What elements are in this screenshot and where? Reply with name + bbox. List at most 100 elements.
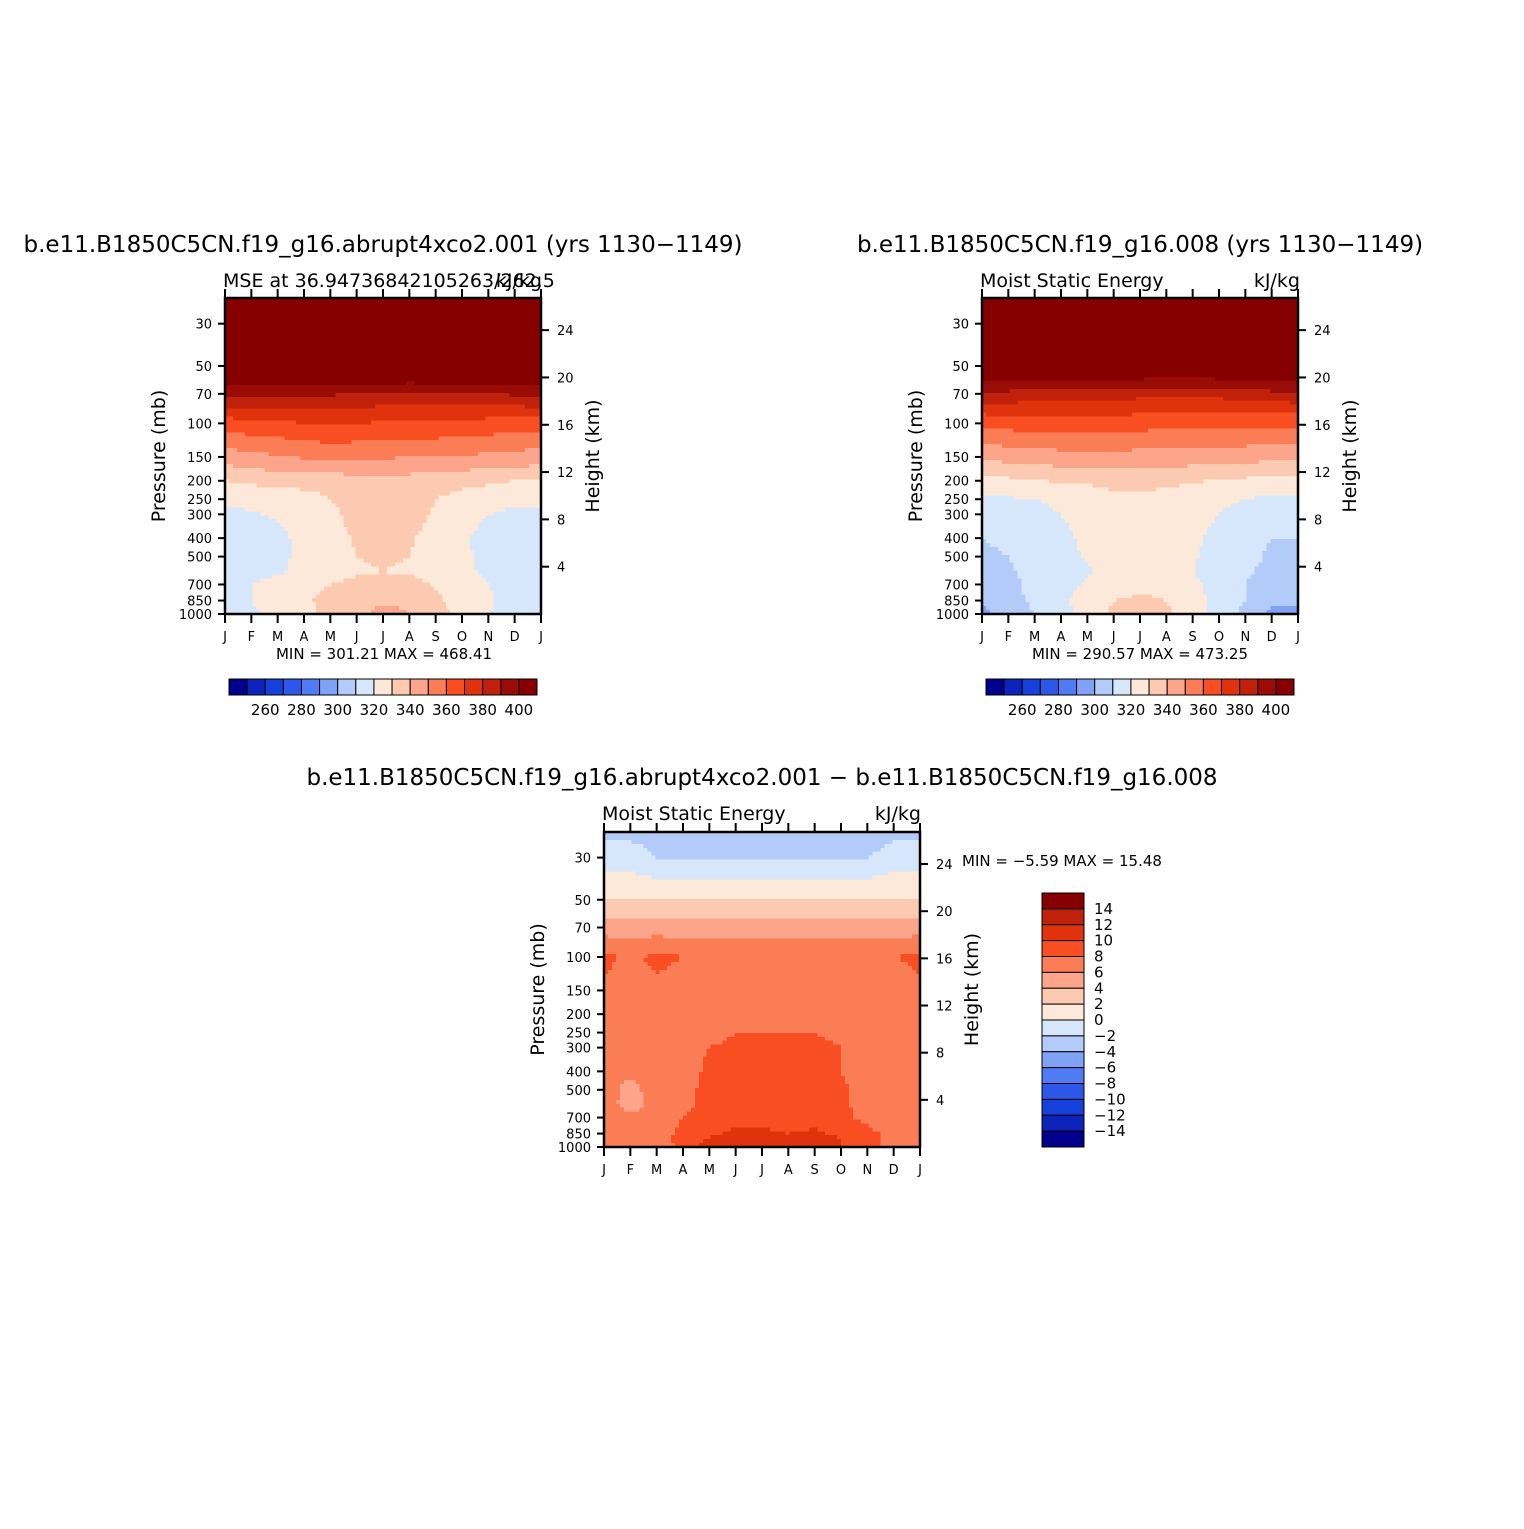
contour-cell xyxy=(268,523,273,528)
contour-cell xyxy=(311,384,317,390)
contour-cell xyxy=(521,305,526,311)
contour-cell xyxy=(517,349,522,354)
contour-cell xyxy=(272,519,277,524)
contour-cell xyxy=(390,491,396,497)
contour-cell xyxy=(402,448,408,453)
contour-cell xyxy=(268,444,273,449)
contour-cell xyxy=(319,432,325,437)
contour-cell xyxy=(501,519,507,524)
contour-cell xyxy=(284,333,289,339)
contour-cell xyxy=(390,503,396,508)
contour-cell xyxy=(304,507,309,512)
contour-cell xyxy=(386,388,392,394)
contour-cell xyxy=(469,325,475,331)
contour-cell xyxy=(398,298,404,303)
contour-cell xyxy=(537,491,542,497)
contour-cell xyxy=(497,301,503,307)
contour-cell xyxy=(462,349,467,354)
contour-cell xyxy=(343,420,349,425)
contour-cell xyxy=(414,361,420,366)
contour-cell xyxy=(371,531,376,536)
contour-cell xyxy=(430,349,435,354)
contour-cell xyxy=(481,444,487,449)
contour-cell xyxy=(426,408,431,414)
contour-cell xyxy=(489,396,495,402)
contour-cell xyxy=(307,424,313,429)
contour-cell xyxy=(371,325,376,331)
contour-cell xyxy=(529,380,534,386)
contour-cell xyxy=(276,361,281,366)
contour-cell xyxy=(485,345,491,350)
contour-cell xyxy=(481,456,487,461)
contour-cell xyxy=(327,491,333,497)
contour-cell xyxy=(489,400,495,406)
contour-cell xyxy=(339,408,345,414)
contour-cell xyxy=(359,519,364,524)
contour-cell xyxy=(343,392,349,398)
contour-cell xyxy=(371,380,376,386)
contour-cell xyxy=(315,507,321,512)
contour-cell xyxy=(513,507,518,512)
contour-cell xyxy=(406,416,412,422)
contour-cell xyxy=(450,456,455,461)
contour-cell xyxy=(497,511,503,516)
contour-cell xyxy=(359,479,364,485)
contour-cell xyxy=(228,408,234,414)
contour-cell xyxy=(485,341,491,346)
contour-cell xyxy=(359,487,364,493)
contour-cell xyxy=(280,523,285,528)
contour-cell xyxy=(529,309,534,315)
contour-cell xyxy=(386,345,392,350)
contour-cell xyxy=(446,313,451,319)
contour-cell xyxy=(363,325,368,331)
contour-cell xyxy=(323,325,329,331)
contour-cell xyxy=(363,436,368,441)
contour-cell xyxy=(248,487,254,493)
contour-cell xyxy=(469,313,475,319)
contour-cell xyxy=(473,444,479,449)
contour-cell xyxy=(280,495,285,501)
contour-cell xyxy=(288,428,293,433)
contour-cell xyxy=(375,499,380,504)
contour-cell xyxy=(331,491,337,497)
contour-cell xyxy=(533,396,538,402)
contour-cell xyxy=(225,333,230,339)
contour-cell xyxy=(517,531,522,536)
contour-cell xyxy=(505,448,510,453)
contour-cell xyxy=(232,333,238,339)
contour-cell xyxy=(232,337,238,343)
contour-cell xyxy=(268,535,273,540)
contour-cell xyxy=(383,301,388,307)
contour-cell xyxy=(430,538,435,544)
contour-cell xyxy=(462,444,467,449)
contour-cell xyxy=(280,392,285,398)
contour-cell xyxy=(414,420,420,425)
contour-cell xyxy=(383,483,388,489)
contour-cell xyxy=(311,321,317,327)
contour-cell xyxy=(394,479,400,485)
contour-cell xyxy=(394,337,400,343)
contour-cell xyxy=(268,345,273,350)
contour-cell xyxy=(280,479,285,485)
contour-cell xyxy=(371,309,376,315)
contour-cell xyxy=(272,499,277,504)
contour-cell xyxy=(481,412,487,418)
contour-cell xyxy=(481,432,487,437)
contour-cell xyxy=(513,373,518,378)
contour-cell xyxy=(430,444,435,449)
contour-cell xyxy=(256,345,262,350)
contour-cell xyxy=(469,459,475,465)
contour-cell xyxy=(477,337,483,343)
contour-cell xyxy=(315,428,321,433)
contour-cell xyxy=(434,392,439,398)
contour-cell xyxy=(509,380,514,386)
contour-cell xyxy=(236,384,242,390)
contour-cell xyxy=(529,337,534,343)
contour-cell xyxy=(410,479,416,485)
contour-cell xyxy=(505,329,510,335)
contour-cell xyxy=(367,416,372,422)
contour-cell xyxy=(402,380,408,386)
contour-cell xyxy=(402,369,408,374)
contour-cell xyxy=(406,420,412,425)
contour-cell xyxy=(454,373,459,378)
